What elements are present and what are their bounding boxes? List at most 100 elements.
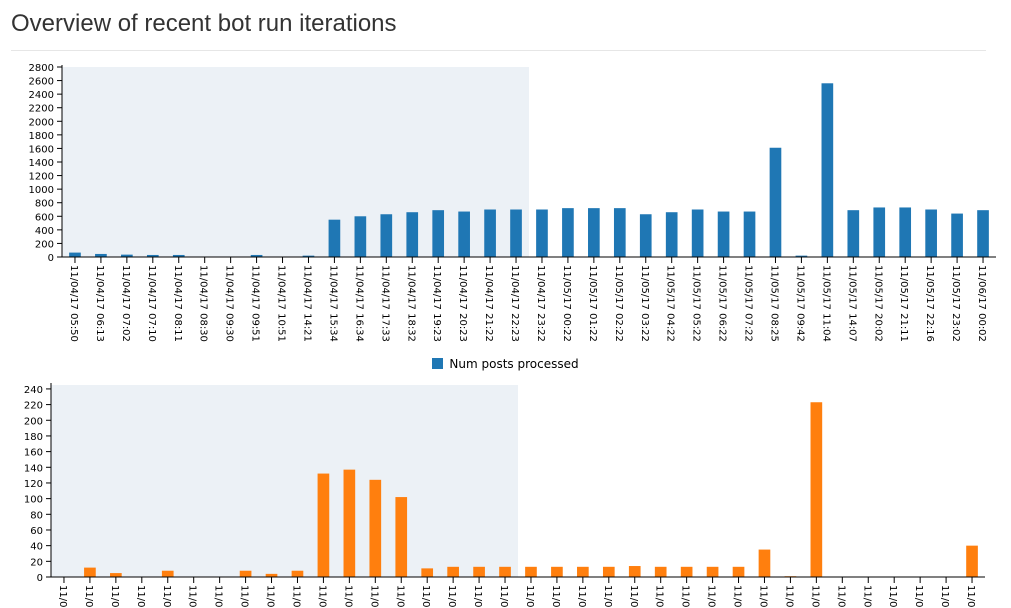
y-tick-label: 1600 — [29, 144, 54, 155]
x-tick-label: 11/0 — [290, 585, 301, 607]
x-tick-label: 11/05/17 14:07 — [846, 265, 857, 342]
y-tick-label: 180 — [24, 432, 43, 443]
bar — [95, 253, 107, 257]
bar — [265, 573, 278, 577]
bar — [951, 213, 963, 257]
bar — [743, 211, 756, 257]
legend-label: Num posts processed — [449, 357, 579, 371]
bar — [613, 208, 626, 257]
x-tick-label: 11/0 — [913, 585, 924, 607]
y-tick-label: 2600 — [29, 77, 54, 88]
bar — [717, 211, 730, 257]
x-tick-label: 11/0 — [757, 585, 768, 607]
x-tick-label: 11/0 — [654, 585, 665, 607]
title-divider — [11, 50, 986, 51]
bar — [588, 208, 600, 257]
bar — [899, 207, 912, 257]
x-tick-label: 11/04/17 10:51 — [276, 265, 287, 342]
bar — [873, 207, 886, 257]
bar — [977, 210, 989, 257]
bar — [639, 214, 652, 257]
selection-highlight — [62, 67, 529, 257]
bar — [665, 212, 678, 257]
bar — [343, 469, 356, 577]
bar — [821, 83, 834, 257]
y-tick-label: 1000 — [29, 185, 54, 196]
bar — [406, 212, 419, 257]
x-tick-label: 11/0 — [732, 585, 743, 607]
page-title: Overview of recent bot run iterations — [11, 10, 397, 37]
y-tick-label: 1200 — [29, 172, 54, 183]
y-tick-label: 2800 — [29, 63, 54, 74]
x-tick-label: 11/0 — [316, 585, 327, 607]
bar — [925, 209, 937, 257]
bar — [602, 566, 615, 577]
x-tick-label: 11/05/17 21:11 — [898, 265, 909, 342]
bar — [239, 570, 252, 577]
legend-swatch — [432, 358, 444, 369]
y-tick-label: 220 — [24, 401, 43, 412]
bar — [172, 254, 185, 257]
x-tick-label: 11/04/17 07:02 — [120, 265, 131, 342]
bar — [369, 479, 382, 577]
bar — [510, 209, 522, 257]
y-tick-label: 1800 — [29, 131, 54, 142]
x-tick-label: 11/05/17 23:02 — [950, 265, 961, 342]
x-tick-label: 11/0 — [706, 585, 717, 607]
x-tick-label: 11/0 — [446, 585, 457, 607]
x-tick-label: 11/0 — [835, 585, 846, 607]
bar — [680, 566, 693, 577]
x-tick-label: 11/05/17 03:22 — [639, 265, 650, 342]
x-tick-label: 11/06/17 00:02 — [976, 265, 987, 342]
bar — [810, 402, 823, 577]
x-tick-label: 11/04/17 05:50 — [68, 265, 79, 342]
bar — [84, 567, 96, 577]
bar — [691, 209, 704, 257]
x-tick-label: 11/05/17 02:22 — [613, 265, 624, 342]
x-tick-label: 11/04/17 14:21 — [301, 265, 312, 342]
x-tick-label: 11/05/17 07:22 — [743, 265, 754, 342]
x-tick-label: 11/04/17 15:34 — [327, 265, 338, 342]
x-tick-label: 11/05/17 06:22 — [717, 265, 728, 342]
x-tick-label: 11/05/17 01:22 — [587, 265, 598, 342]
x-tick-label: 11/0 — [628, 585, 639, 607]
x-tick-label: 11/04/17 08:11 — [172, 265, 183, 342]
bar — [654, 566, 667, 577]
bar — [161, 570, 174, 577]
bar — [795, 255, 808, 257]
bar — [706, 566, 719, 577]
x-tick-label: 11/0 — [83, 585, 94, 607]
x-tick-label: 11/0 — [420, 585, 431, 607]
bar — [421, 568, 434, 577]
x-tick-label: 11/0 — [135, 585, 146, 607]
x-tick-label: 11/04/17 22:23 — [509, 265, 520, 342]
x-tick-label: 11/05/17 04:22 — [665, 265, 676, 342]
bar — [525, 566, 537, 577]
x-tick-label: 11/04/17 17:33 — [379, 265, 390, 342]
y-tick-label: 2000 — [29, 117, 54, 128]
x-tick-label: 11/04/17 19:23 — [431, 265, 442, 342]
y-tick-label: 0 — [48, 253, 54, 264]
x-tick-label: 11/0 — [239, 585, 250, 607]
bar — [628, 566, 641, 577]
y-tick-label: 40 — [30, 542, 43, 553]
x-tick-label: 11/05/17 22:16 — [924, 265, 935, 342]
x-tick-label: 11/0 — [680, 585, 691, 607]
bar — [562, 208, 574, 257]
x-tick-label: 11/0 — [498, 585, 509, 607]
x-tick-label: 11/0 — [394, 585, 405, 607]
bar — [146, 254, 159, 257]
y-tick-label: 160 — [24, 448, 43, 459]
x-tick-label: 11/04/17 09:51 — [250, 265, 261, 342]
x-tick-label: 11/0 — [213, 585, 224, 607]
y-tick-label: 140 — [24, 463, 43, 474]
chart-legend: Num posts processed — [0, 357, 1011, 371]
bar — [250, 254, 263, 257]
bar — [847, 210, 860, 257]
bar — [291, 570, 304, 577]
bar — [317, 473, 330, 577]
y-tick-label: 200 — [35, 239, 54, 250]
x-tick-label: 11/0 — [965, 585, 976, 607]
bar — [354, 216, 367, 257]
y-tick-label: 120 — [24, 479, 43, 490]
